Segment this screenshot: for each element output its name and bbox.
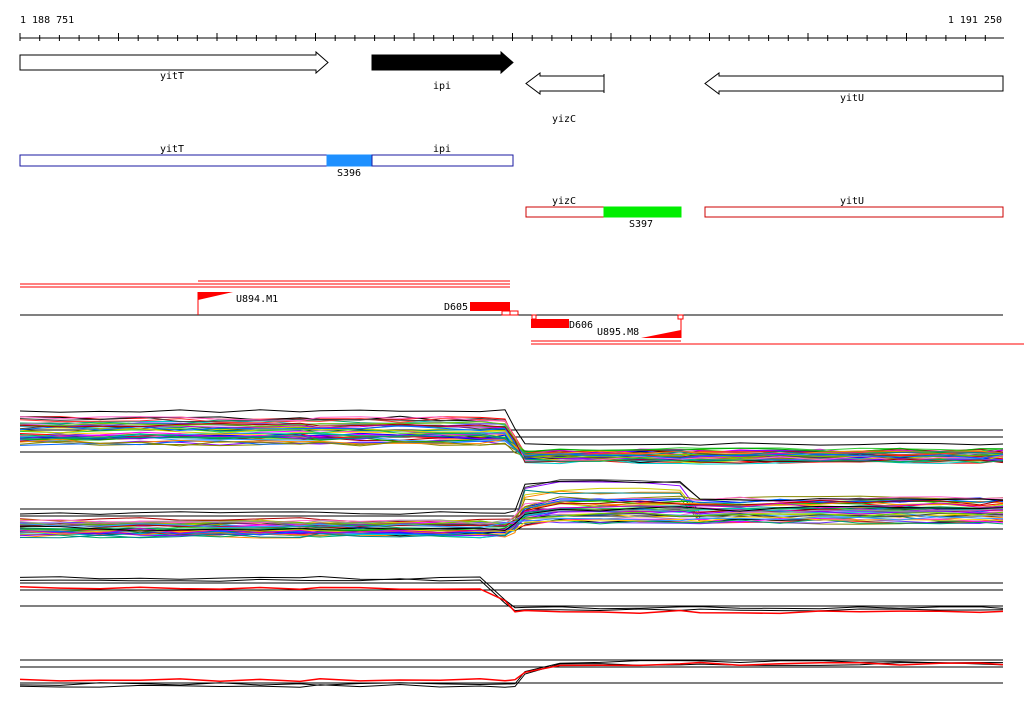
gene-arrow-yitT[interactable] (19, 50, 329, 75)
expression-panel-minus-few (19, 659, 1004, 688)
panel-plus-few-profile-line (19, 575, 1004, 610)
feature-label-U895: U895.M8 (597, 327, 639, 338)
gene-annotation-track: yitT ipi yizC yitU (19, 50, 1004, 125)
D605-downshift-marker[interactable] (470, 302, 510, 311)
segment-S396[interactable] (326, 154, 373, 167)
U895-upshift-marker[interactable] (641, 330, 681, 338)
feature-label-D605: D605 (444, 302, 468, 313)
panel-minus-few-profile-line (19, 662, 1004, 688)
panel-plus-many-profile-line (19, 421, 1004, 459)
shift-features-track: U894.M1 D605 D606 U895.M8 (20, 280, 1024, 345)
segment-ipi-plus[interactable] (371, 154, 514, 167)
ruler-ticks (19, 33, 986, 41)
panel-plus-many-profile-line (19, 409, 1004, 446)
gene-arrow-yitU[interactable] (704, 72, 1004, 95)
panel-minus-many-profile-line (19, 502, 1004, 534)
gene-label-ipi: ipi (433, 81, 451, 92)
panel-minus-few-profile-line (19, 661, 1004, 683)
segment-label-yitU: yitU (840, 196, 864, 207)
segment-label-yizC: yizC (552, 196, 576, 207)
gene-label-yitU: yitU (840, 93, 864, 104)
ruler-start-label: 1 188 751 (20, 15, 74, 26)
panel-minus-many-profile-line (19, 516, 1004, 529)
panel-minus-many-profile-line (19, 495, 1004, 527)
D605-small-box-2 (509, 310, 519, 316)
panel-minus-many-profile-line (19, 505, 1004, 532)
segment-label-yitT: yitT (160, 144, 184, 155)
gene-arrow-yizC[interactable] (525, 72, 605, 95)
segment-S397[interactable] (603, 206, 682, 218)
plus-strand-segments: yitT S396 ipi (19, 144, 514, 179)
minus-strand-segments: yizC S397 yitU (525, 196, 1004, 230)
panel-minus-few-profile-line (19, 660, 1004, 686)
gene-label-yitT: yitT (160, 71, 184, 82)
gene-arrow-ipi[interactable] (371, 50, 514, 75)
panel-plus-many-profile-line (19, 438, 1004, 456)
panel-plus-many-profile-line (19, 440, 1004, 460)
U894-upshift-marker[interactable] (198, 292, 233, 300)
gene-label-yizC: yizC (552, 114, 576, 125)
D606-downshift-marker[interactable] (531, 319, 569, 328)
feature-label-D606: D606 (569, 320, 593, 331)
segment-label-S397: S397 (629, 219, 653, 230)
panel-plus-many-profile-line (19, 425, 1004, 459)
panel-minus-many-profile-line (19, 507, 1004, 526)
panel-minus-many-profile-line (19, 516, 1004, 535)
panel-plus-few-profile-line (19, 585, 1004, 615)
panel-plus-few-profile-line (19, 578, 1004, 612)
segment-label-ipi: ipi (433, 144, 451, 155)
expression-panel-plus-many (19, 409, 1004, 465)
feature-label-U894: U894.M1 (236, 294, 278, 305)
expression-panel-plus-few (19, 575, 1004, 615)
expression-panel-minus-many (19, 479, 1004, 539)
segment-label-S396: S396 (337, 168, 361, 179)
D606-small-box (531, 314, 537, 320)
segment-yitT-plus[interactable] (19, 154, 328, 167)
D605-small-box-1 (501, 310, 511, 316)
ruler-end-label: 1 191 250 (948, 15, 1002, 26)
panel-minus-many-profile-line (19, 480, 1004, 515)
coordinate-ruler: 1 188 751 1 191 250 (19, 15, 1004, 41)
U895-small-box (677, 314, 684, 320)
segment-yitU-minus[interactable] (704, 206, 1004, 218)
segment-yizC-minus[interactable] (525, 206, 605, 218)
panel-plus-many-profile-line (19, 432, 1004, 464)
